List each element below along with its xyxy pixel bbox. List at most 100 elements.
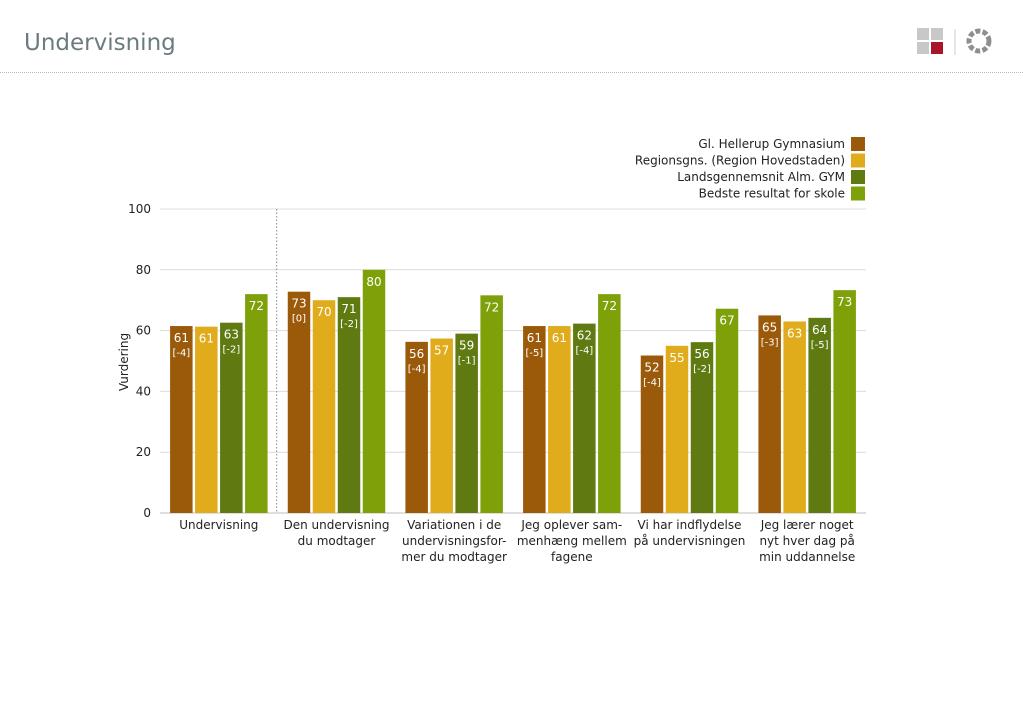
- legend-swatch: [851, 153, 865, 168]
- bar-value-label: 73: [837, 295, 852, 309]
- y-tick-label: 60: [136, 324, 151, 338]
- bar: [833, 290, 856, 513]
- bar-delta-label: [-2]: [693, 364, 711, 375]
- bar: [523, 326, 546, 513]
- bar-delta-label: [-3]: [761, 337, 779, 348]
- legend-label: Landsgennemsnit Alm. GYM: [677, 170, 845, 184]
- bar-value-label: 71: [341, 302, 356, 316]
- y-tick-label: 20: [136, 445, 151, 459]
- x-category-label: Variationen i de undervisningsfor-mer du …: [401, 518, 507, 564]
- x-category-label-line: Variationen i de: [407, 518, 501, 532]
- bars: [170, 269, 856, 513]
- bar-labels: 61 [-4] 73 [0] 56 [-4] 61 [-5] 52 [-4] 65 [-3] 61 70 5…: [172, 275, 852, 389]
- bar: [665, 345, 689, 513]
- bar-value-label: 61: [527, 331, 542, 345]
- x-category-label-line: Vi har indflydelse: [638, 518, 742, 532]
- bar-value-label: 63: [787, 326, 802, 340]
- legend: Gl. Hellerup Gymnasium Regionsgns. (Regio…: [635, 137, 865, 201]
- bar: [783, 321, 806, 513]
- bar: [195, 326, 218, 513]
- bar: [480, 295, 503, 513]
- bar: [640, 355, 664, 513]
- bar: [573, 323, 596, 513]
- y-tick-label: 0: [143, 506, 151, 520]
- x-category-label-line: undervisningsfor-: [402, 534, 506, 548]
- bar-delta-label: [-5]: [525, 348, 543, 359]
- bar-delta-label: [-4]: [575, 346, 593, 357]
- bar: [808, 317, 831, 513]
- y-tick-label: 80: [136, 263, 151, 277]
- gridlines: [160, 208, 866, 514]
- x-category-label: Jeg lærer noget nyt hver dag på min uddann…: [759, 518, 855, 564]
- bar: [220, 322, 243, 513]
- bar: [405, 341, 428, 513]
- bar: [362, 269, 386, 513]
- bar-delta-label: [-4]: [408, 364, 426, 375]
- y-tick-label: 40: [136, 384, 151, 398]
- bar-value-label: 72: [249, 299, 264, 313]
- y-tick-label: 100: [128, 202, 151, 216]
- bar-delta-label: [-1]: [458, 356, 476, 367]
- x-category-label: Den undervisning du modtager: [283, 518, 389, 548]
- bar: [337, 297, 361, 513]
- bar-value-label: 56: [409, 347, 424, 361]
- bar-value-label: 65: [762, 320, 777, 334]
- bar: [455, 333, 478, 513]
- bar-value-label: 61: [174, 331, 189, 345]
- bar-delta-label: [0]: [292, 314, 306, 325]
- bar: [170, 326, 193, 513]
- bar-value-label: 62: [577, 329, 592, 343]
- x-category-label-line: på undervisningen: [634, 534, 746, 548]
- bar: [758, 315, 781, 513]
- bar-delta-label: [-2]: [340, 319, 358, 330]
- x-category-label-line: Jeg oplever sam-: [520, 518, 622, 532]
- grid-squares-logo-icon: [917, 28, 943, 54]
- bar: [430, 338, 453, 513]
- bar-value-label: 64: [812, 323, 827, 337]
- bar-delta-label: [-4]: [172, 348, 190, 359]
- bar: [245, 294, 268, 513]
- x-category-label: Jeg oplever sam-menhæng mellem fagene: [517, 518, 627, 564]
- bar: [715, 308, 739, 513]
- logo: [917, 28, 992, 55]
- legend-label: Bedste resultat for skole: [699, 187, 845, 201]
- bar-value-label: 72: [602, 299, 617, 313]
- title-divider: [0, 72, 1023, 73]
- legend-swatch: [851, 170, 865, 184]
- bar-value-label: 63: [224, 328, 239, 342]
- legend-swatch: [851, 137, 865, 151]
- bar-value-label: 70: [316, 305, 331, 319]
- bar-delta-label: [-2]: [222, 345, 240, 356]
- bar-value-label: 52: [644, 361, 659, 375]
- x-category-label: Undervisning: [179, 518, 258, 532]
- bar-value-label: 61: [199, 332, 214, 346]
- x-category-label-line: Den undervisning: [283, 518, 389, 532]
- bar-value-label: 73: [291, 297, 306, 311]
- bar: [287, 291, 311, 513]
- bar-value-label: 72: [484, 300, 499, 314]
- bar-value-label: 67: [719, 314, 734, 328]
- page-title: Undervisning: [24, 30, 176, 56]
- bar: [548, 326, 571, 513]
- bar-delta-label: [-5]: [811, 340, 829, 351]
- bar-value-label: 57: [434, 344, 449, 358]
- x-category-label-line: nyt hver dag på: [759, 534, 854, 548]
- x-category-label: Vi har indflydelse på undervisningen: [634, 518, 746, 548]
- x-category-label-line: min uddannelse: [759, 550, 855, 564]
- x-category-label-line: menhæng mellem: [517, 534, 627, 548]
- y-axis-title: Vurdering: [117, 333, 131, 391]
- legend-swatch: [851, 186, 865, 201]
- bar-value-label: 59: [459, 339, 474, 353]
- y-axis-ticks: 0 20 40 60 80 100: [128, 202, 151, 520]
- bar-value-label: 56: [694, 347, 709, 361]
- bar-value-label: 80: [366, 275, 381, 289]
- bar-value-label: 61: [552, 331, 567, 345]
- bar: [312, 300, 336, 513]
- bar: [598, 294, 621, 513]
- x-category-label-line: Jeg lærer noget: [760, 518, 854, 532]
- bar-value-label: 55: [669, 351, 684, 365]
- ring-logo-icon: [966, 28, 992, 54]
- bar: [690, 342, 714, 513]
- x-category-label-line: fagene: [551, 550, 593, 564]
